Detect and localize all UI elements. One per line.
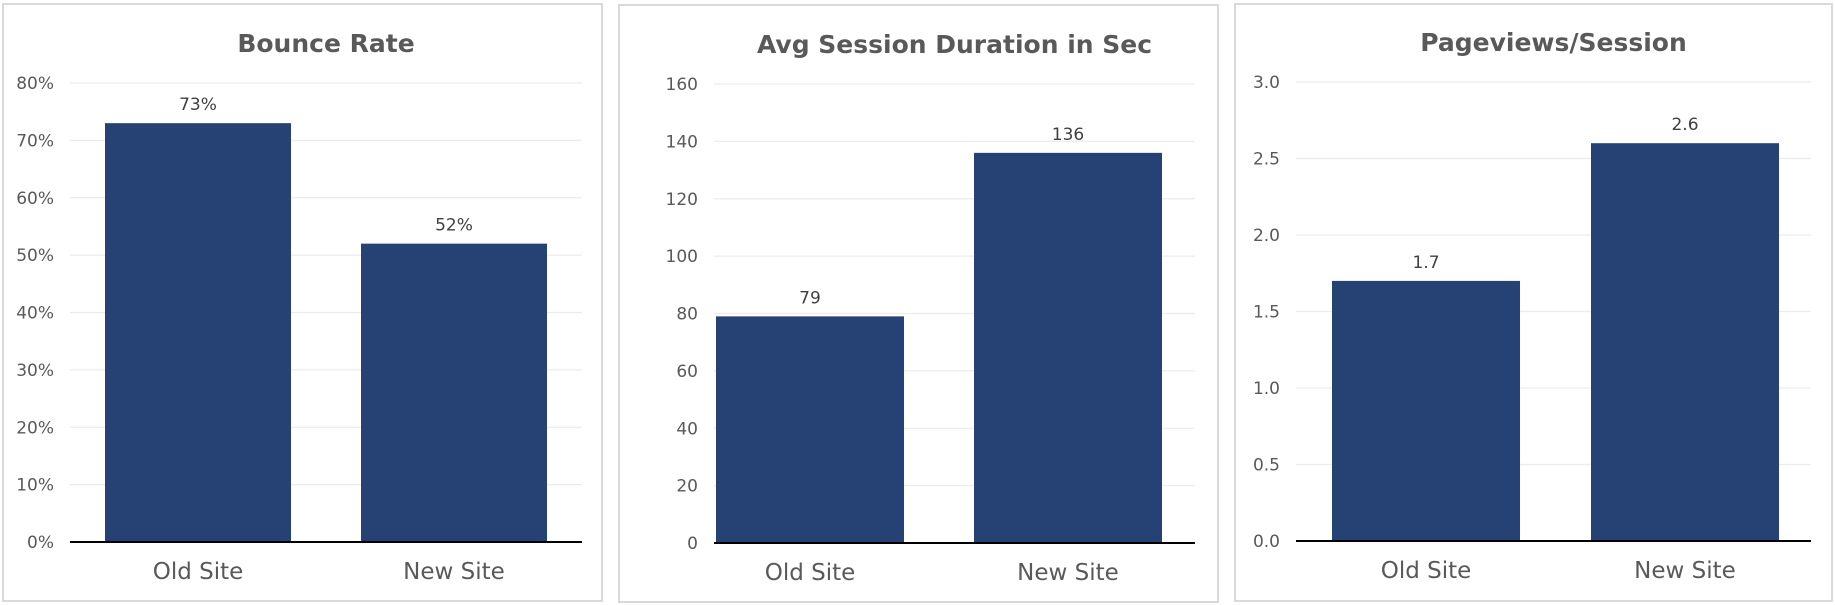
bar-avg-session-duration-0 (716, 316, 904, 543)
y-tick-label: 140 (666, 132, 698, 152)
y-tick-label: 160 (666, 75, 698, 95)
y-tick-label: 0.0 (1253, 532, 1280, 552)
data-label: 136 (1052, 125, 1084, 145)
y-tick-label: 0 (687, 534, 698, 554)
data-label: 73% (179, 95, 217, 115)
y-tick-label: 30% (16, 361, 54, 381)
x-category-label: Old Site (1381, 558, 1472, 584)
y-tick-label: 40% (16, 304, 54, 324)
x-category-label: Old Site (765, 560, 856, 586)
data-label: 1.7 (1412, 253, 1439, 273)
y-tick-label: 50% (16, 246, 54, 266)
y-tick-label: 1.0 (1253, 379, 1280, 399)
chart-panel-avg-session-duration: Avg Session Duration in Sec 0 20 40 60 80 100 1… (618, 4, 1219, 603)
chart-title: Avg Session Duration in Sec (757, 30, 1152, 59)
data-label: 79 (799, 288, 821, 308)
y-tick-label: 20% (16, 418, 54, 438)
chart-svg-bounce-rate: Bounce Rate 0% 10% 20% 30% 40% 50% 60% 70% 80% 73%… (16, 29, 582, 585)
y-tick-label: 40 (676, 419, 698, 439)
bar-avg-session-duration-1 (974, 152, 1162, 543)
y-tick-label: 10% (16, 476, 54, 496)
chart-svg-avg-session-duration: Avg Session Duration in Sec 0 20 40 60 80 100 1… (666, 30, 1195, 586)
x-category-label: New Site (403, 559, 505, 585)
chart-title: Pageviews/Session (1420, 28, 1687, 57)
y-tick-label: 1.5 (1253, 303, 1280, 323)
x-category-label: Old Site (153, 559, 244, 585)
y-tick-label: 20 (676, 477, 698, 497)
y-tick-label: 100 (666, 247, 698, 267)
y-tick-label: 80 (676, 305, 698, 325)
x-category-label: New Site (1017, 560, 1119, 586)
bar-pageviews-per-session-1 (1591, 143, 1779, 541)
y-tick-label: 80% (16, 74, 54, 94)
data-label: 2.6 (1671, 115, 1698, 135)
chart-panel-pageviews-per-session: Pageviews/Session 0.0 0.5 1.0 1.5 2.0 2.5 3.0 1.… (1234, 3, 1833, 602)
bar-bounce-rate-0 (105, 123, 291, 542)
bar-bounce-rate-1 (361, 243, 547, 542)
y-tick-label: 3.0 (1253, 73, 1280, 93)
y-tick-label: 2.0 (1253, 226, 1280, 246)
data-label: 52% (435, 216, 473, 236)
chart-panel-bounce-rate: Bounce Rate 0% 10% 20% 30% 40% 50% 60% 70% 80% 73%… (2, 3, 603, 602)
y-tick-label: 0.5 (1253, 456, 1280, 476)
y-tick-label: 0% (27, 533, 54, 553)
y-tick-label: 70% (16, 131, 54, 151)
chart-svg-pageviews-per-session: Pageviews/Session 0.0 0.5 1.0 1.5 2.0 2.5 3.0 1.… (1253, 28, 1811, 584)
x-category-label: New Site (1634, 558, 1736, 584)
y-tick-label: 2.5 (1253, 150, 1280, 170)
chart-title: Bounce Rate (237, 29, 414, 58)
y-tick-label: 60% (16, 189, 54, 209)
y-tick-label: 60 (676, 362, 698, 382)
y-tick-label: 120 (666, 190, 698, 210)
bar-pageviews-per-session-0 (1332, 280, 1520, 541)
